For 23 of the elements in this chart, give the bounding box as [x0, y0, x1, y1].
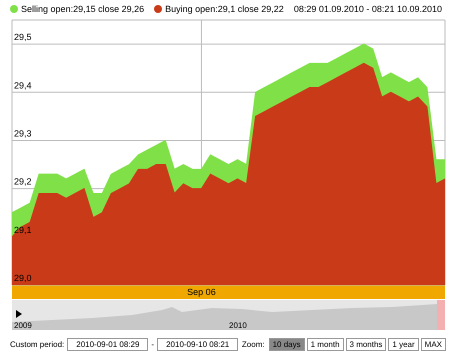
text: MAX: [420, 338, 446, 351]
x-tick-label: Sep 06: [187, 287, 216, 297]
text: 2010-09-10 08:21: [157, 338, 238, 351]
y-tick-label: 29,3: [14, 128, 32, 138]
text: 1 month: [306, 338, 344, 351]
text: 1 year: [388, 338, 419, 351]
text: Custom period:: [10, 340, 64, 349]
text: 2010: [229, 321, 248, 330]
text: 2009: [14, 321, 32, 330]
y-tick-label: 29,0: [14, 273, 32, 283]
text: 3 months: [346, 338, 386, 351]
text: open:29,15 close 29,26: [50, 4, 144, 14]
y-tick-label: 29,2: [14, 176, 32, 187]
legend-label: Buying: [165, 4, 193, 14]
legend-label: Selling: [21, 4, 48, 14]
text: 10 days: [268, 338, 305, 351]
text: Zoom:: [242, 340, 265, 349]
text: open:29,1 close 29,22: [195, 4, 284, 14]
text: -: [151, 340, 154, 349]
text: 2010-09-01 08:29: [67, 338, 148, 351]
y-tick-label: 29,5: [14, 32, 32, 42]
y-tick-label: 29,4: [14, 80, 32, 90]
text: 08:29 01.09.2010 - 08:21 10.09.2010: [294, 4, 442, 14]
